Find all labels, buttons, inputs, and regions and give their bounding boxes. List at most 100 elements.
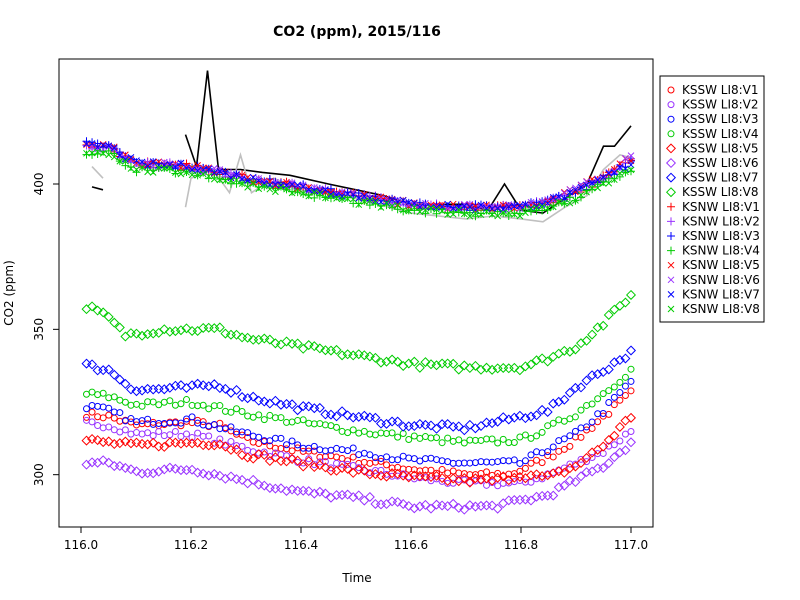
data-point bbox=[371, 454, 379, 462]
data-point bbox=[527, 204, 535, 212]
data-point bbox=[409, 421, 420, 432]
data-point bbox=[505, 209, 513, 217]
data-point bbox=[476, 209, 485, 218]
data-point bbox=[187, 464, 198, 475]
series-kssw-li8-v3 bbox=[83, 377, 635, 467]
data-point bbox=[616, 169, 624, 177]
data-point bbox=[510, 205, 518, 213]
data-point bbox=[133, 166, 140, 173]
data-point bbox=[414, 418, 425, 430]
data-point bbox=[575, 382, 587, 393]
data-point bbox=[622, 154, 629, 162]
data-point bbox=[449, 205, 457, 212]
data-point bbox=[581, 375, 592, 386]
data-point bbox=[231, 329, 242, 340]
data-point bbox=[133, 159, 140, 167]
data-point bbox=[610, 393, 618, 401]
data-point bbox=[416, 202, 424, 210]
data-point bbox=[414, 501, 425, 512]
data-point bbox=[232, 179, 241, 188]
data-point bbox=[464, 419, 475, 430]
legend-label: KSSW LI8:V1 bbox=[682, 83, 759, 97]
data-point bbox=[388, 202, 396, 210]
data-point bbox=[205, 432, 213, 440]
data-point bbox=[227, 438, 235, 446]
data-point bbox=[560, 464, 568, 472]
data-point bbox=[360, 449, 368, 457]
series-kssw-li8-v7 bbox=[81, 345, 637, 436]
data-point bbox=[187, 325, 198, 336]
data-point bbox=[320, 462, 331, 473]
data-point bbox=[355, 464, 363, 472]
data-point bbox=[521, 457, 529, 465]
data-point bbox=[587, 370, 598, 381]
data-point bbox=[105, 151, 113, 159]
data-point bbox=[116, 151, 124, 159]
data-point bbox=[316, 190, 324, 198]
data-point bbox=[294, 181, 301, 189]
data-point bbox=[220, 441, 231, 452]
data-point bbox=[92, 305, 103, 316]
data-point bbox=[564, 387, 575, 398]
legend-label: KSNW LI8:V4 bbox=[682, 244, 760, 258]
data-point bbox=[477, 211, 485, 219]
data-point bbox=[116, 409, 124, 417]
data-point bbox=[192, 378, 203, 389]
data-point bbox=[581, 452, 592, 463]
data-point bbox=[583, 401, 591, 409]
data-point bbox=[449, 437, 457, 445]
data-point bbox=[442, 419, 453, 430]
data-point bbox=[466, 212, 474, 220]
data-point bbox=[559, 394, 570, 405]
data-point bbox=[431, 423, 442, 434]
data-point bbox=[592, 322, 603, 333]
data-point bbox=[303, 340, 314, 351]
data-point bbox=[209, 468, 220, 479]
data-point bbox=[305, 186, 313, 193]
data-point bbox=[594, 175, 602, 183]
data-point bbox=[110, 153, 118, 161]
data-point bbox=[514, 494, 525, 505]
data-point bbox=[177, 419, 185, 427]
data-point bbox=[87, 301, 98, 312]
data-point bbox=[255, 411, 263, 419]
data-point bbox=[238, 408, 246, 416]
data-point bbox=[481, 473, 492, 484]
data-point bbox=[520, 361, 531, 372]
data-point bbox=[459, 360, 470, 371]
data-point bbox=[109, 317, 120, 328]
data-point bbox=[205, 405, 213, 413]
data-point bbox=[483, 208, 490, 216]
data-point bbox=[309, 462, 320, 473]
data-point bbox=[292, 455, 303, 466]
data-point bbox=[355, 194, 363, 202]
data-point bbox=[288, 189, 296, 197]
data-point bbox=[227, 171, 235, 179]
legend-label: KSSW LI8:V5 bbox=[682, 141, 759, 155]
data-point bbox=[560, 417, 568, 425]
data-point bbox=[381, 356, 392, 367]
data-point bbox=[544, 422, 552, 430]
data-point bbox=[188, 166, 196, 174]
data-point bbox=[333, 195, 340, 202]
data-point bbox=[333, 459, 341, 467]
data-point bbox=[288, 447, 296, 455]
data-point bbox=[538, 428, 546, 436]
data-point bbox=[220, 383, 231, 394]
data-point bbox=[360, 427, 368, 435]
data-point bbox=[372, 198, 379, 206]
data-point bbox=[544, 204, 552, 212]
data-point bbox=[220, 473, 231, 484]
data-point bbox=[494, 212, 502, 220]
data-point bbox=[449, 210, 457, 218]
data-point bbox=[453, 502, 464, 513]
data-point bbox=[264, 334, 275, 345]
data-point bbox=[288, 179, 296, 187]
data-point bbox=[459, 504, 470, 515]
data-point bbox=[571, 413, 579, 421]
data-point bbox=[314, 343, 325, 354]
legend-marker bbox=[667, 232, 675, 240]
data-point bbox=[170, 463, 181, 474]
data-point bbox=[92, 435, 103, 446]
data-point bbox=[466, 200, 474, 208]
